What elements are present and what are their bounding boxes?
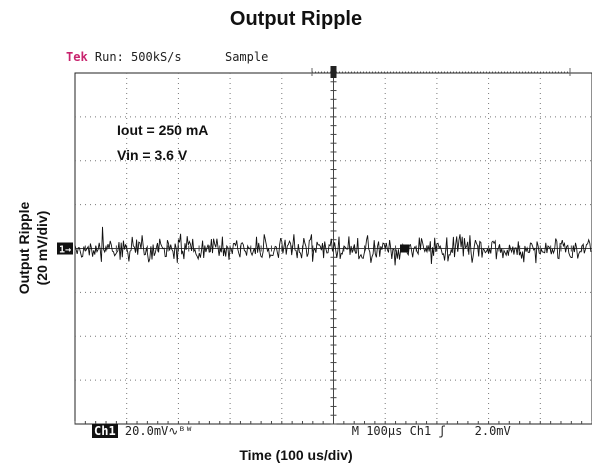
acquisition-mode: Sample [224,50,269,64]
annotation-label: Iout = 250 mA [117,122,208,138]
annotations: Iout = 250 mA Vin = 3.6 V [117,122,208,163]
trace-ch1 [74,226,592,266]
annotation-label: Vin = 3.6 V [117,147,188,163]
channel-marker-layer: 1→ [57,242,73,256]
channel-badge: Ch1 [92,424,118,438]
channel-1-marker-label: 1→ [59,245,71,256]
trigger-point-marker [400,244,409,253]
chart-title: Output Ripple [229,8,363,30]
x-axis-label: Time (100 us/div) [239,447,353,463]
trigger-slope-icon: ʃ [438,424,446,438]
scope-readout: Ch1 20.0mV∿ᴮᵂ M 100µs Ch1 ʃ 2.0mV [92,424,592,438]
bandwidth-limit-icon: ∿ᴮᵂ [168,424,193,438]
timebase: M 100µs [351,424,403,438]
acquisition-rate: Run: 500kS/s [94,50,182,64]
channel-scale: 20.0mV [124,424,169,438]
scope-status-bar: Tek Run: 500kS/s Sample [66,50,268,64]
trigger-marker [311,66,571,78]
trigger-position-icon [330,66,337,78]
channel-1-marker [57,242,73,255]
trace-layer [74,226,592,266]
trigger-level: 2.0mV [474,424,511,438]
scope-brand: Tek [66,50,88,64]
trigger-source: Ch1 [409,424,432,438]
